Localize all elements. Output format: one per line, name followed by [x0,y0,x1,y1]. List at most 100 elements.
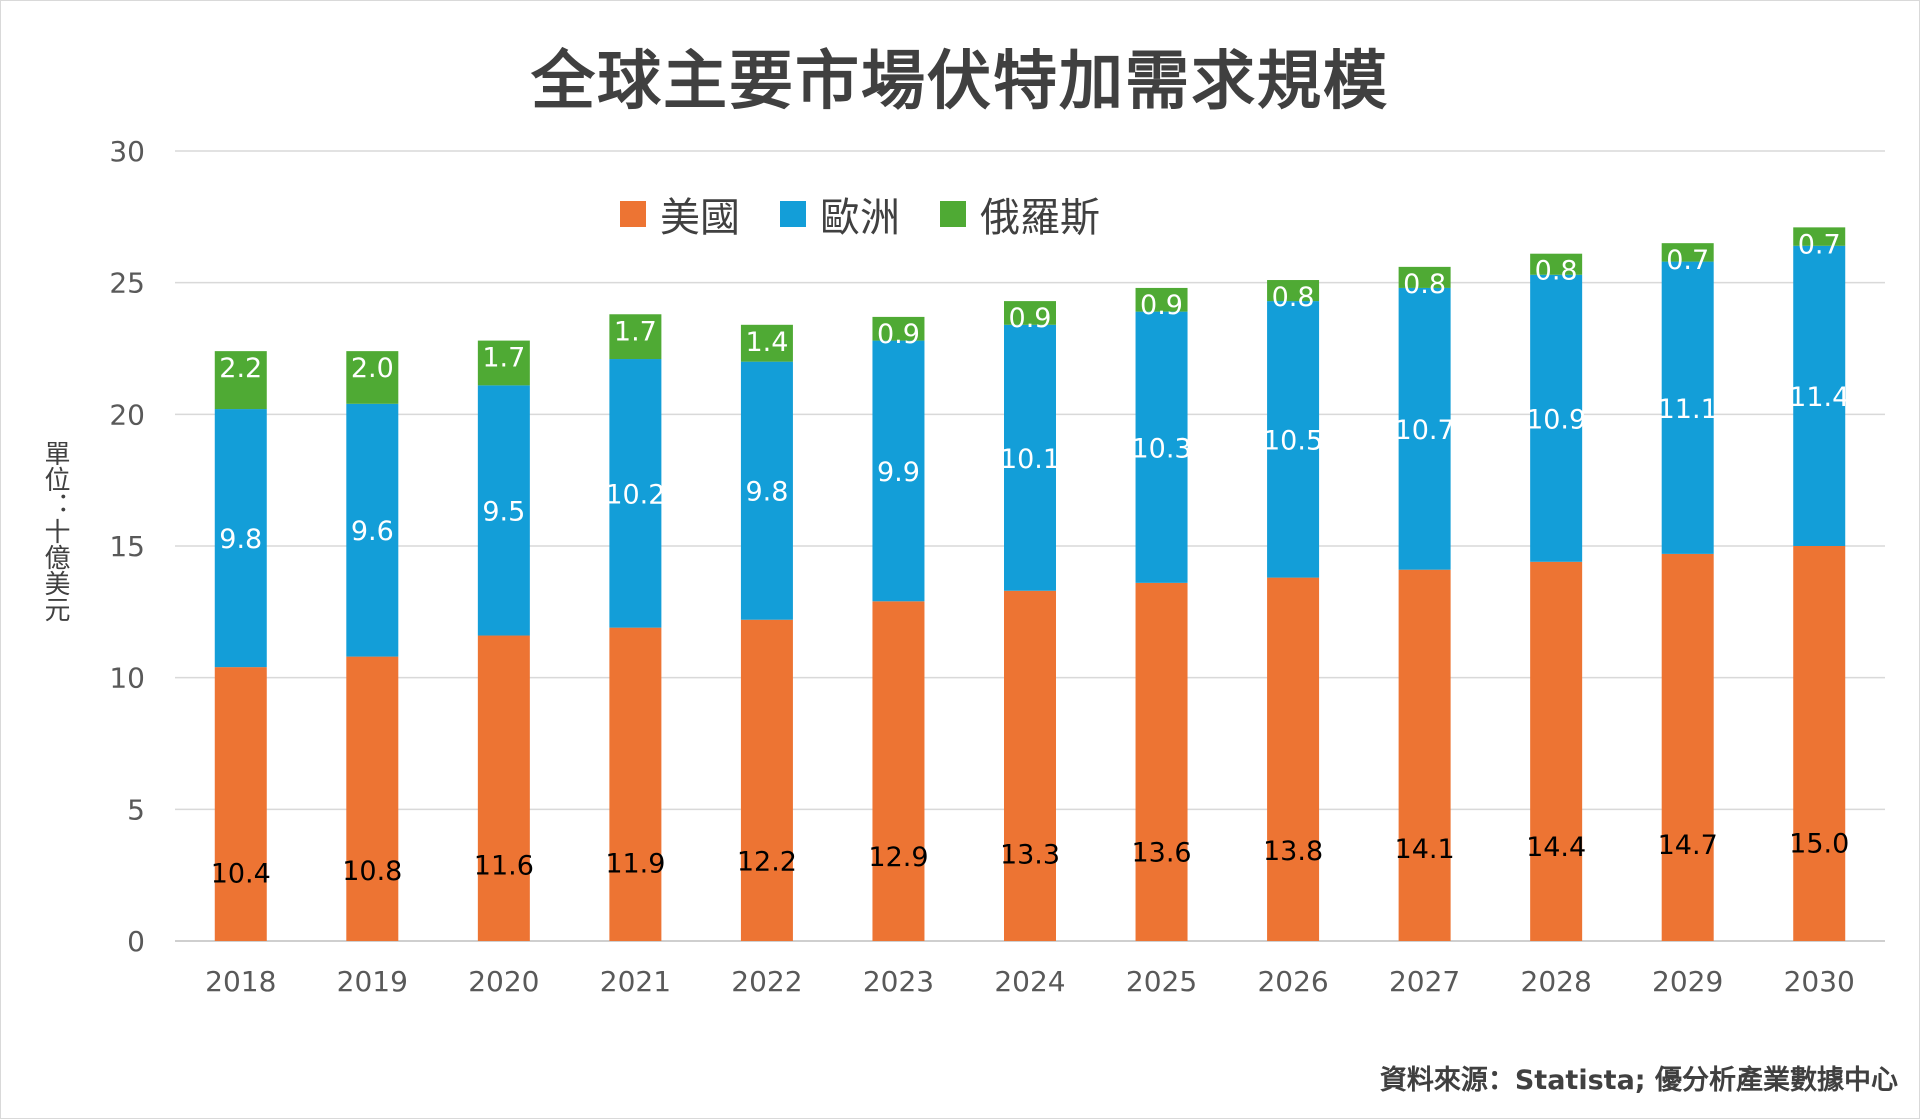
bar-segment [346,656,399,941]
x-tick-label: 2025 [1126,965,1197,998]
chart-title: 全球主要市場伏特加需求規模 [531,45,1389,119]
legend-item-russia: 俄羅斯 [940,185,1100,243]
x-tick-label: 2030 [1784,965,1855,998]
x-tick-label: 2023 [863,965,934,998]
legend-label-europe: 歐洲 [820,195,900,241]
data-label: 10.3 [1131,433,1191,464]
data-label: 13.8 [1263,836,1323,867]
bar-segment [609,359,662,628]
x-tick-label: 2026 [1257,965,1328,998]
data-label: 10.2 [605,479,665,510]
data-label: 0.7 [1798,229,1841,260]
x-tick-label: 2018 [205,965,276,998]
bar-segment [1398,287,1451,570]
data-label: 14.7 [1658,830,1718,861]
y-tick-label: 5 [127,793,145,826]
data-label: 9.8 [219,524,262,555]
bar-segment [740,361,793,620]
x-tick-label: 2029 [1652,965,1723,998]
source-note: 資料來源：Statista; 優分析產業數據中心 [1379,1065,1898,1096]
bar-segment [214,351,267,410]
y-tick-label: 30 [109,135,145,168]
x-tick-label: 2022 [731,965,802,998]
bar-segment [214,409,267,668]
y-tick-label: 20 [109,398,145,431]
bar-segment [872,316,925,341]
bar-segment [1398,569,1451,941]
data-label: 11.4 [1789,382,1849,413]
data-label: 0.9 [1009,303,1052,334]
bar-segment [1267,301,1320,578]
x-tick-label: 2027 [1389,965,1460,998]
y-tick-label: 15 [109,530,145,563]
data-label: 15.0 [1789,828,1849,859]
bar-segment [1661,553,1714,941]
bar-segment [609,627,662,941]
bar-segment [1135,582,1188,941]
data-label: 10.1 [1000,444,1060,475]
data-label: 9.8 [745,477,788,508]
data-label: 0.7 [1666,245,1709,276]
data-label: 2.2 [219,353,262,384]
data-label: 0.9 [877,319,920,350]
data-label: 9.6 [351,516,394,547]
x-tick-label: 2021 [600,965,671,998]
bar-segment [740,619,793,941]
bar-segment [1530,253,1583,275]
bar-segment [1267,280,1320,302]
bar-segment [1004,590,1056,941]
data-label: 0.9 [1140,290,1183,321]
bar-segment [872,601,925,941]
data-label: 12.9 [868,842,928,873]
legend-item-europe: 歐洲 [780,185,900,243]
bar-segment [1793,245,1846,547]
data-label: 11.1 [1658,394,1718,425]
legend-swatch-europe [780,201,806,227]
bar-segment [1661,261,1714,554]
y-axis-label: 單位：十億美元 [40,440,70,622]
bar-segment [346,403,399,657]
x-tick-label: 2019 [337,965,408,998]
y-tick-label: 10 [109,662,145,695]
bar-segment [1530,561,1583,941]
data-label: 1.7 [482,343,525,374]
y-tick-label: 0 [127,925,145,958]
bar-segment [1661,243,1714,262]
bar-segment [1793,546,1846,941]
legend-label-us: 美國 [660,195,740,241]
y-tick-label: 25 [109,267,145,300]
legend-swatch-us [620,201,646,227]
x-tick-label: 2020 [468,965,539,998]
legend-item-us: 美國 [620,185,740,243]
bar-segment [477,635,530,941]
data-label: 10.4 [211,859,271,890]
data-label: 1.4 [745,327,788,358]
bar-segment [1135,311,1188,583]
bar-segment [477,385,530,636]
data-label: 0.8 [1403,269,1446,300]
data-label: 11.6 [474,851,534,882]
bar-segment [1793,227,1846,246]
data-label: 0.8 [1272,282,1315,313]
data-label: 0.8 [1535,256,1578,287]
x-tick-label: 2024 [994,965,1065,998]
data-label: 9.5 [482,496,525,527]
bar-segment [872,340,925,602]
legend: 美國 歐洲 俄羅斯 [620,185,1100,243]
bar-segment [740,324,793,362]
data-label: 13.3 [1000,839,1060,870]
data-label: 2.0 [351,353,394,384]
bar-segment [1530,274,1583,562]
data-label: 10.7 [1395,415,1455,446]
legend-swatch-russia [940,201,966,227]
data-label: 1.7 [614,316,657,347]
data-label: 14.1 [1395,834,1455,865]
bar-segment [1267,577,1320,941]
bar-segment [1004,324,1056,591]
x-tick-label: 2028 [1521,965,1592,998]
bar-segment [477,340,530,386]
bar-segment [609,314,662,360]
data-label: 10.5 [1263,425,1323,456]
